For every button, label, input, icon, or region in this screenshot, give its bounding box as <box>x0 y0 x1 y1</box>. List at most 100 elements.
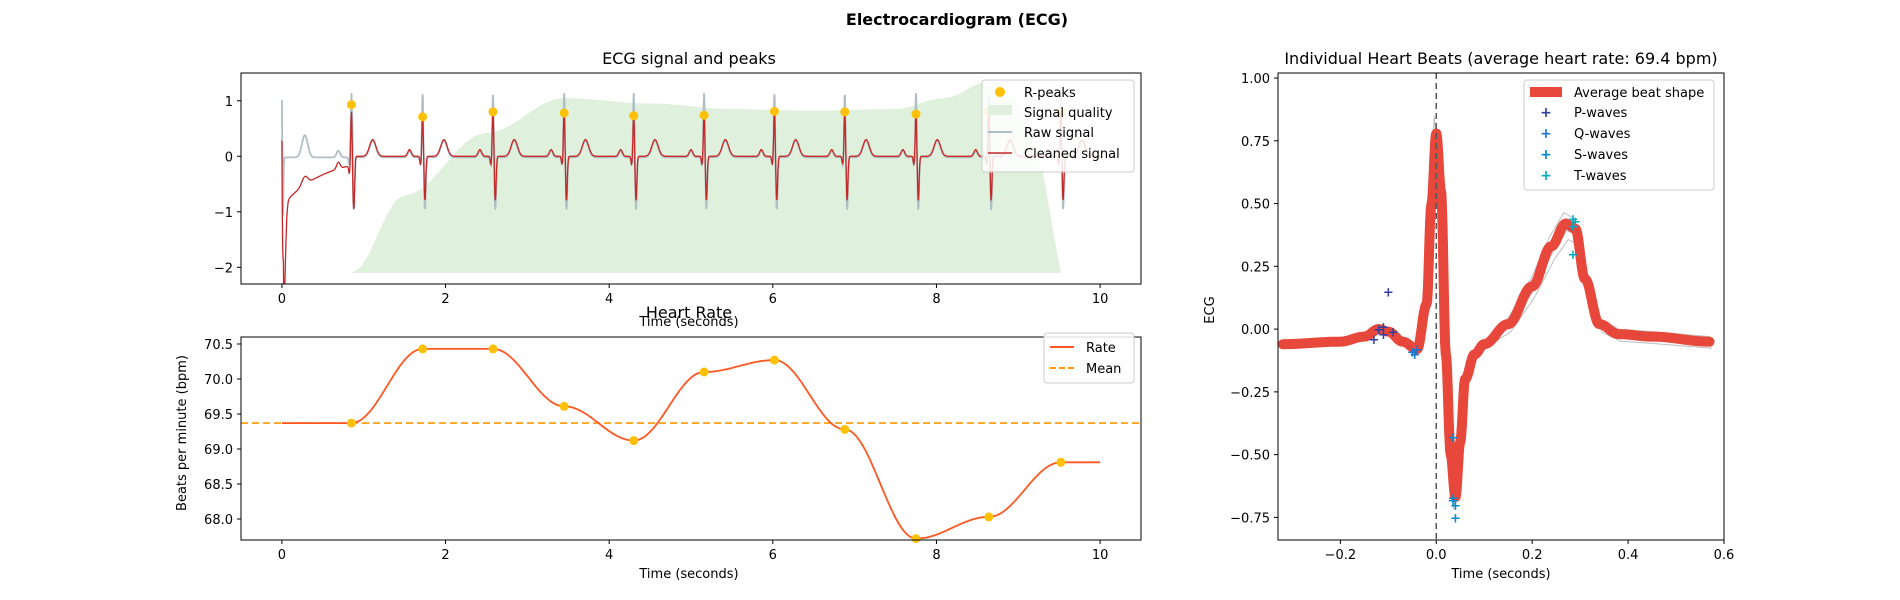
r-peak-point <box>488 107 498 117</box>
rate-peak-point <box>984 512 994 522</box>
heart-rate-ytick-label: 68.5 <box>204 478 233 493</box>
heart-beats-title: Individual Heart Beats (average heart ra… <box>1284 49 1717 68</box>
heart-beats-ytick-label: 0.75 <box>1241 135 1270 150</box>
ecg-signal-xtick-label: 6 <box>769 292 777 307</box>
heart-rate-xtick-label: 2 <box>441 548 449 563</box>
heart-rate-ytick-label: 69.0 <box>204 443 233 458</box>
legend-box <box>1043 332 1135 384</box>
p-wave-marker: + <box>1368 333 1379 348</box>
rate-peak-point <box>769 355 779 365</box>
average-beat-line <box>1277 128 1715 502</box>
legend-s-label: S-waves <box>1574 148 1628 163</box>
t-wave-marker: + <box>1570 215 1581 230</box>
r-peak-point <box>418 112 428 122</box>
heart-beats-ytick-label: 0.25 <box>1241 260 1270 275</box>
legend-p-marker: + <box>1540 105 1552 121</box>
heart-rate-xtick-label: 8 <box>932 548 940 563</box>
rate-peak-point <box>346 418 356 428</box>
ecg-signal-panel: ECG signal and peaks 0 2 4 6 8 10 −2 −1 0 1 Time … <box>214 49 1142 330</box>
heart-beats-frame <box>1277 72 1725 541</box>
raw-signal-line <box>281 92 1101 216</box>
ecg-signal-ytick-label: −1 <box>214 206 233 221</box>
ecg-signal-plot-area: 0 2 4 6 8 10 −2 −1 0 1 <box>214 72 1142 307</box>
legend-raw-label: Raw signal <box>1024 126 1094 141</box>
r-peak-point <box>769 106 779 116</box>
heart-beats-ytick-label: 0.50 <box>1241 198 1270 213</box>
legend-box <box>981 79 1135 173</box>
legend-cleaned-label: Cleaned signal <box>1024 147 1120 162</box>
heart-beats-xtick-label: −0.2 <box>1325 548 1357 563</box>
rate-peak-point <box>1056 457 1066 467</box>
heart-beats-xtick-label: 0.0 <box>1426 548 1447 563</box>
rate-peak-point <box>559 401 569 411</box>
r-peak-point <box>346 100 356 110</box>
rate-peak-point <box>699 367 709 377</box>
legend-rpeaks-label: R-peaks <box>1024 86 1076 101</box>
heart-rate-xtick-label: 0 <box>278 548 286 563</box>
q-wave-marker: + <box>1407 346 1418 361</box>
p-wave-marker: + <box>1378 321 1389 336</box>
legend-t-label: T-waves <box>1573 169 1627 184</box>
t-wave-marker: + <box>1567 220 1578 235</box>
individual-beat-line <box>1284 142 1712 492</box>
s-wave-marker: + <box>1448 431 1459 446</box>
q-wave-marker: + <box>1412 343 1423 358</box>
heart-beats-ylabel: ECG <box>1203 296 1218 323</box>
legend-q-label: Q-waves <box>1574 127 1631 142</box>
p-wave-marker: + <box>1373 323 1384 338</box>
s-wave-marker: + <box>1448 494 1459 509</box>
heart-rate-legend: Rate Mean <box>1043 332 1135 384</box>
heart-beats-plot-area: ++++++++++++++++++−0.2 0.0 0.2 0.4 0.6−0.75−… <box>1230 72 1734 563</box>
r-peak-point <box>699 110 709 120</box>
rate-peak-point <box>418 344 428 354</box>
heart-beats-xtick-label: 0.4 <box>1618 548 1639 563</box>
heart-rate-title: Heart Rate <box>646 303 732 322</box>
p-wave-marker: + <box>1378 328 1389 343</box>
heart-beats-ytick-label: −0.50 <box>1230 449 1270 464</box>
r-peak-point <box>559 108 569 118</box>
cleaned-signal-line <box>281 109 1101 284</box>
q-wave-marker: + <box>1409 348 1420 363</box>
heart-rate-plot-area: 0 2 4 6 8 10 68.0 68.5 69.0 69.5 70.0 70.5 <box>204 336 1142 563</box>
ecg-signal-xtick-label: 8 <box>932 292 940 307</box>
ecg-signal-legend: R-peaks Signal quality Raw signal Cleane… <box>981 79 1135 173</box>
r-peak-point <box>911 109 921 119</box>
r-peak-point <box>840 107 850 117</box>
legend-quality-swatch <box>988 105 1012 115</box>
legend-rate-label: Rate <box>1086 341 1116 356</box>
heart-rate-ytick-label: 68.0 <box>204 513 233 528</box>
rate-peak-point <box>840 424 850 434</box>
heart-rate-ytick-label: 70.0 <box>204 373 233 388</box>
ecg-signal-xtick-label: 10 <box>1092 292 1109 307</box>
heart-beats-panel: Individual Heart Beats (average heart ra… <box>1203 49 1734 582</box>
p-wave-marker: + <box>1383 285 1394 300</box>
legend-q-marker: + <box>1540 126 1552 142</box>
ecg-signal-xtick-label: 4 <box>605 292 613 307</box>
individual-beat-line <box>1285 152 1713 488</box>
legend-t-marker: + <box>1540 168 1552 184</box>
heart-rate-panel: Heart Rate 0 2 4 6 8 10 68.0 68.5 69.0 69.5 70.0 70… <box>175 303 1142 582</box>
legend-box <box>1523 79 1715 191</box>
rate-peak-point <box>911 534 921 544</box>
heart-rate-ylabel: Beats per minute (bpm) <box>175 355 190 511</box>
ecg-signal-frame <box>240 72 1142 285</box>
rate-line <box>281 348 1101 540</box>
heart-beats-ytick-label: −0.25 <box>1230 386 1270 401</box>
ecg-signal-xtick-label: 0 <box>278 292 286 307</box>
p-wave-marker: + <box>1388 326 1399 341</box>
legend-average-label: Average beat shape <box>1574 86 1704 101</box>
t-wave-marker: + <box>1567 213 1578 228</box>
heart-beats-xtick-label: 0.2 <box>1522 548 1543 563</box>
heart-beats-ytick-label: 1.00 <box>1241 72 1270 87</box>
s-wave-marker: + <box>1450 511 1461 526</box>
figure-suptitle: Electrocardiogram (ECG) <box>846 10 1068 29</box>
heart-beats-legend: Average beat shape + P-waves + Q-waves +… <box>1523 79 1715 191</box>
s-wave-marker: + <box>1448 491 1459 506</box>
ecg-signal-ytick-label: −2 <box>214 261 233 276</box>
heart-rate-xtick-label: 6 <box>769 548 777 563</box>
heart-beats-ytick-label: −0.75 <box>1230 511 1270 526</box>
heart-rate-frame <box>240 336 1142 541</box>
heart-rate-ytick-label: 69.5 <box>204 408 233 423</box>
rate-peak-point <box>488 344 498 354</box>
legend-p-label: P-waves <box>1574 106 1628 121</box>
